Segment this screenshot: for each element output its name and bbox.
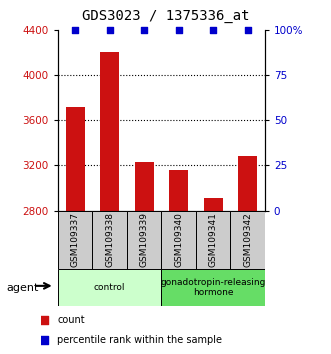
Point [41, 317, 46, 323]
Point [72, 27, 78, 33]
Text: GSM109339: GSM109339 [140, 212, 149, 267]
Text: percentile rank within the sample: percentile rank within the sample [57, 335, 222, 345]
Text: GSM109338: GSM109338 [105, 212, 114, 267]
Bar [238, 156, 257, 354]
Bar [204, 198, 222, 354]
Bar [230, 211, 265, 269]
Text: control: control [94, 283, 125, 292]
Text: GSM109340: GSM109340 [174, 212, 183, 267]
Point [176, 27, 181, 33]
Text: agent: agent [7, 282, 39, 293]
Bar [162, 211, 196, 269]
Point [141, 27, 147, 33]
Bar [100, 52, 119, 354]
Bar [58, 269, 162, 306]
Text: gonadotropin-releasing
hormone: gonadotropin-releasing hormone [161, 278, 266, 297]
Point [245, 27, 250, 33]
Text: GSM109342: GSM109342 [243, 212, 252, 267]
Bar [92, 211, 127, 269]
Point [107, 27, 112, 33]
Bar [127, 211, 161, 269]
Text: GDS3023 / 1375336_at: GDS3023 / 1375336_at [82, 9, 249, 23]
Text: count: count [57, 315, 85, 325]
Bar [66, 107, 85, 354]
Bar [196, 211, 230, 269]
Bar [169, 170, 188, 354]
Bar [135, 162, 154, 354]
Text: GSM109337: GSM109337 [71, 212, 80, 267]
Point [41, 337, 46, 343]
Point [211, 27, 216, 33]
Bar [162, 269, 265, 306]
Bar [58, 211, 92, 269]
Text: GSM109341: GSM109341 [209, 212, 217, 267]
